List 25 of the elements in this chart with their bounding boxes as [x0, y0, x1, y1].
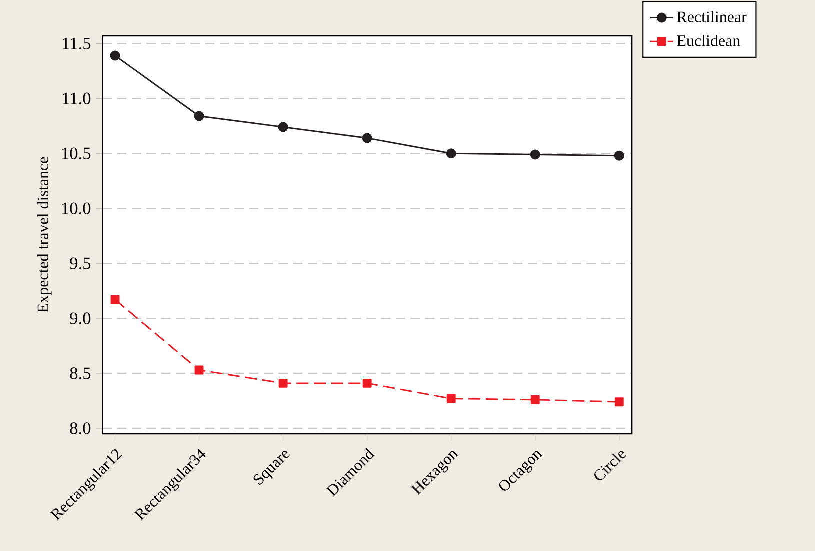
y-tick-label: 8.5: [70, 368, 91, 380]
y-tick-label: 11.0: [63, 92, 91, 105]
point: [362, 378, 372, 388]
point: [110, 50, 120, 61]
y-tick-label: 9.5: [70, 258, 91, 270]
y-tick-label: 10.0: [62, 202, 91, 215]
point: [530, 150, 540, 160]
point: [194, 366, 204, 375]
point: [278, 122, 288, 132]
legend-label: Euclidean: [677, 35, 740, 46]
point: [446, 394, 456, 404]
point: [446, 148, 456, 159]
y-tick-label: 10.5: [62, 148, 91, 160]
point: [194, 111, 204, 122]
y-axis-title: Expected travel distance: [37, 157, 52, 313]
y-tick-label: 9.0: [70, 312, 91, 324]
point: [614, 398, 624, 407]
point: [110, 295, 120, 304]
y-tick-label: 8.0: [70, 422, 91, 434]
y-tick-label: 11.5: [63, 38, 91, 50]
point: [278, 378, 288, 388]
point: [614, 150, 624, 161]
point: [362, 133, 372, 144]
legend-label: Rectilinear: [677, 11, 747, 22]
point: [530, 395, 540, 404]
